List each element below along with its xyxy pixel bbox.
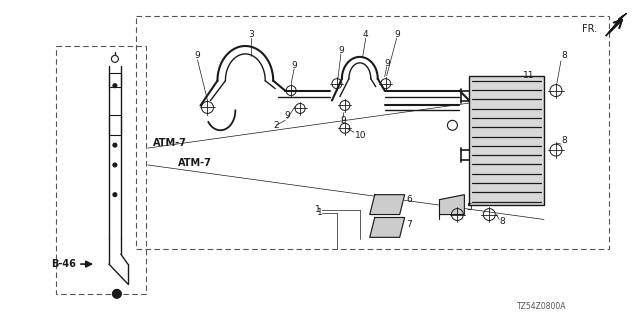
Text: ATM-7: ATM-7 xyxy=(153,138,187,148)
Bar xyxy=(109,73,121,87)
Polygon shape xyxy=(370,218,404,237)
Text: 7: 7 xyxy=(406,220,412,229)
Text: ATM-7: ATM-7 xyxy=(178,158,211,168)
Text: 9: 9 xyxy=(385,59,390,68)
Bar xyxy=(469,76,544,204)
Text: 3: 3 xyxy=(248,30,254,39)
Text: 8: 8 xyxy=(561,52,566,60)
Text: 1: 1 xyxy=(315,205,321,214)
Polygon shape xyxy=(370,195,404,214)
Text: 9: 9 xyxy=(291,61,297,70)
Text: 9: 9 xyxy=(395,30,401,39)
Circle shape xyxy=(113,163,117,167)
Text: 10: 10 xyxy=(355,131,366,140)
Circle shape xyxy=(113,84,117,88)
Text: 4: 4 xyxy=(363,30,369,39)
Text: TZ54Z0800A: TZ54Z0800A xyxy=(517,302,566,311)
Circle shape xyxy=(113,193,117,197)
Text: 8: 8 xyxy=(499,217,505,226)
Text: 2: 2 xyxy=(273,121,279,130)
Text: B-46: B-46 xyxy=(51,259,76,269)
Polygon shape xyxy=(440,195,465,214)
Bar xyxy=(136,16,609,249)
Text: 5: 5 xyxy=(467,203,472,212)
Text: 9: 9 xyxy=(284,111,290,120)
Text: 11: 11 xyxy=(523,71,534,80)
Bar xyxy=(109,116,121,135)
Bar xyxy=(56,46,146,294)
Text: 9: 9 xyxy=(340,116,346,125)
Text: FR.: FR. xyxy=(582,24,597,34)
Text: 8: 8 xyxy=(561,136,566,145)
Text: 6: 6 xyxy=(406,195,412,204)
Text: 9: 9 xyxy=(338,46,344,55)
Text: 1: 1 xyxy=(317,208,323,217)
Text: 9: 9 xyxy=(195,52,200,60)
Circle shape xyxy=(113,143,117,147)
Polygon shape xyxy=(605,13,627,36)
Circle shape xyxy=(113,289,122,298)
